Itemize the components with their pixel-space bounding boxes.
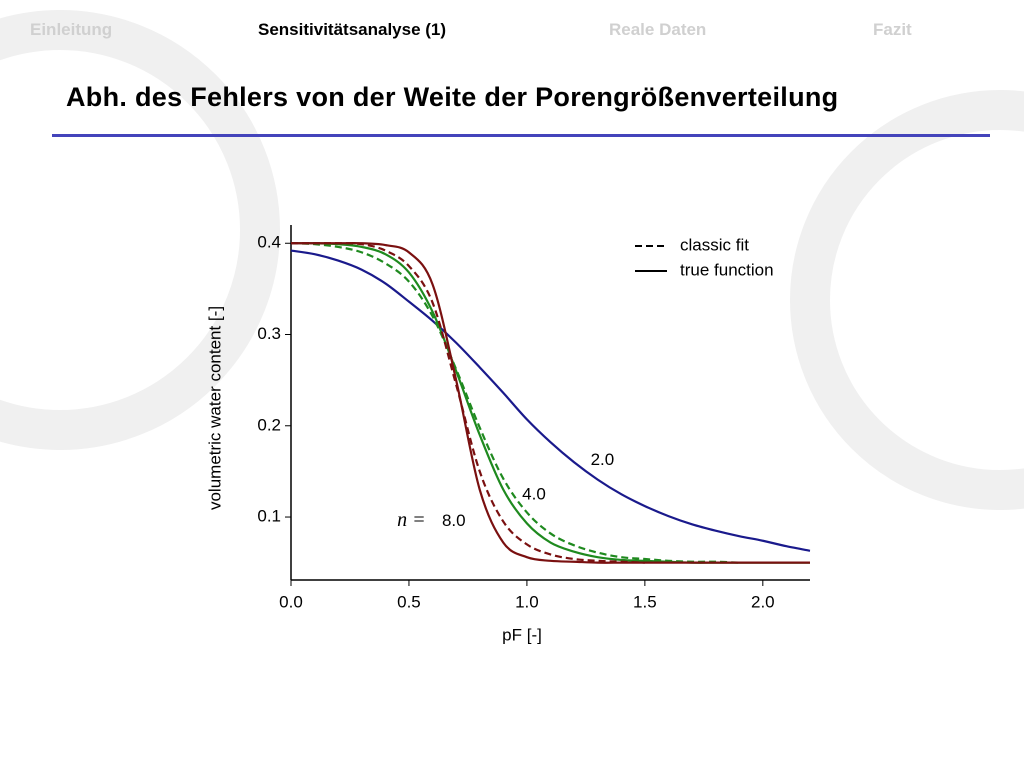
- nav-item[interactable]: Sensitivitätsanalyse (1): [258, 20, 447, 39]
- x-tick-label: 0.5: [397, 592, 421, 611]
- annotation: 8.0: [442, 511, 466, 530]
- y-tick-label: 0.1: [257, 507, 281, 526]
- legend-label: true function: [680, 260, 774, 279]
- slide-title: Abh. des Fehlers von der Weite der Poren…: [66, 82, 839, 112]
- x-tick-label: 1.0: [515, 592, 539, 611]
- series-line: [290, 242, 810, 564]
- annotation: 2.0: [591, 450, 615, 469]
- x-tick-label: 1.5: [633, 592, 657, 611]
- legend-label: classic fit: [680, 235, 749, 254]
- nav-item[interactable]: Reale Daten: [609, 20, 707, 39]
- title-rule: [52, 134, 990, 137]
- annotation: 4.0: [522, 485, 546, 504]
- series-line: [290, 242, 740, 564]
- y-tick-label: 0.4: [257, 233, 281, 252]
- y-tick-label: 0.2: [257, 415, 281, 434]
- series-line: [290, 249, 811, 552]
- series-line: [290, 242, 645, 564]
- y-axis-label: volumetric water content [-]: [205, 306, 224, 510]
- annotation: n =: [397, 509, 426, 531]
- x-tick-label: 0.0: [279, 592, 303, 611]
- nav-item[interactable]: Fazit: [873, 20, 912, 39]
- series-line: [290, 242, 810, 564]
- x-axis-label: pF [-]: [502, 625, 542, 644]
- x-tick-label: 2.0: [751, 592, 775, 611]
- nav-item[interactable]: Einleitung: [30, 20, 113, 39]
- y-tick-label: 0.3: [257, 324, 281, 343]
